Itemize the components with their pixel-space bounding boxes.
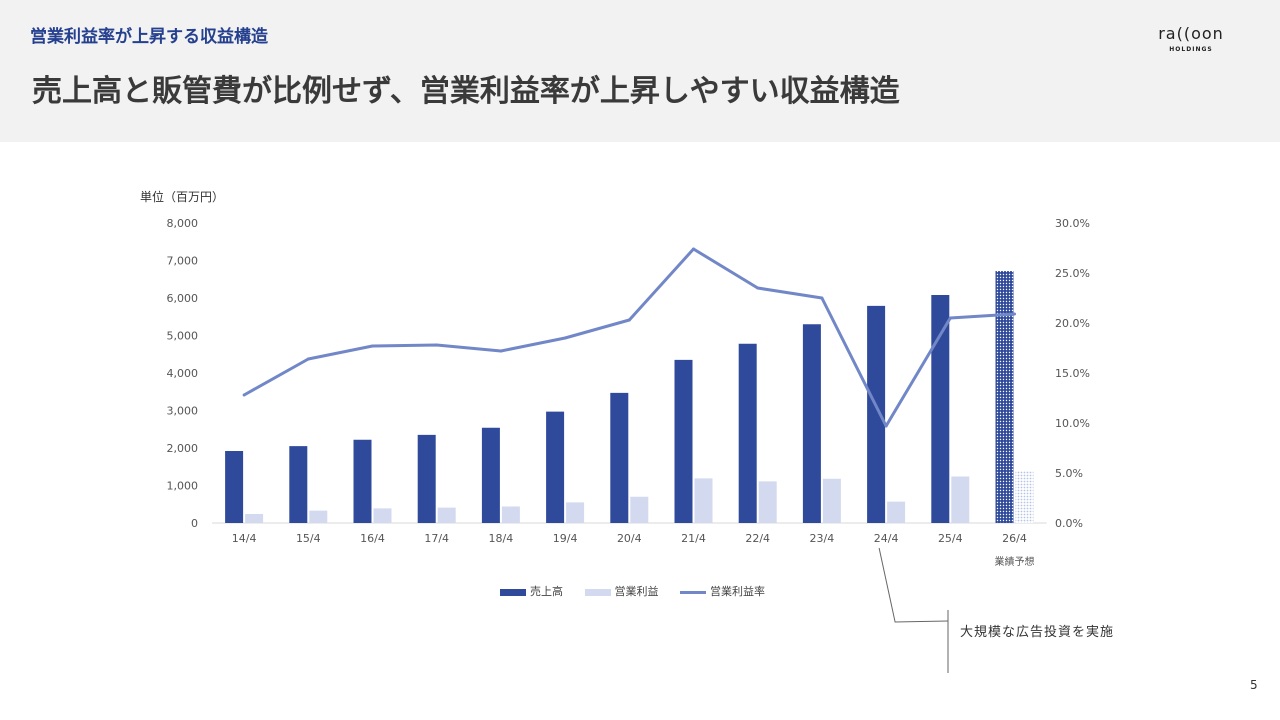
x-tick-label: 21/4 xyxy=(681,532,706,545)
bar-sales-23-4 xyxy=(802,324,821,523)
bar-operating-profit-21-4 xyxy=(694,478,713,523)
bar-operating-profit-26-4 xyxy=(1015,470,1034,523)
bar-sales-24-4 xyxy=(867,305,886,523)
y-right-tick-label: 30.0% xyxy=(1055,217,1090,230)
bar-sales-22-4 xyxy=(738,343,757,523)
x-tick-label: 25/4 xyxy=(938,532,963,545)
bar-sales-17-4 xyxy=(417,434,436,523)
bar-operating-profit-20-4 xyxy=(630,496,649,523)
legend-label-operating-profit: 営業利益 xyxy=(614,585,659,598)
logo-wordmark: ra((oon xyxy=(1158,24,1224,43)
y-right-tick-label: 10.0% xyxy=(1055,417,1090,430)
company-logo: ra((oon HOLDINGS xyxy=(1150,24,1232,58)
x-tick-label: 14/4 xyxy=(232,532,257,545)
bar-operating-profit-19-4 xyxy=(566,502,585,523)
bar-operating-profit-17-4 xyxy=(437,507,456,523)
line-operating-margin xyxy=(243,247,1015,428)
annotation-text: 大規模な広告投資を実施 xyxy=(960,625,1115,640)
point-operating-margin xyxy=(306,357,310,361)
y-left-tick-label: 4,000 xyxy=(167,367,199,380)
bar-sales-20-4 xyxy=(610,392,629,523)
y-left-tick-label: 8,000 xyxy=(167,217,199,230)
legend-item-sales: 売上高 xyxy=(500,583,563,599)
point-operating-margin xyxy=(1013,312,1016,316)
bar-operating-profit-25-4 xyxy=(951,476,970,523)
point-operating-margin xyxy=(948,316,952,320)
y-left-tick-label: 7,000 xyxy=(167,255,199,268)
bar-operating-profit-23-4 xyxy=(822,478,841,523)
legend-item-operating-margin: 営業利益率 xyxy=(680,583,765,599)
page-title: 売上高と販管費が比例せず、営業利益率が上昇しやすい収益構造 xyxy=(32,74,900,109)
y-right-tick-label: 20.0% xyxy=(1055,317,1090,330)
bar-sales-18-4 xyxy=(481,427,500,523)
bar-sales-19-4 xyxy=(546,411,565,523)
bar-sales-21-4 xyxy=(674,359,693,523)
point-operating-margin xyxy=(242,393,246,397)
legend-swatch-sales xyxy=(500,588,526,596)
unit-label: 単位（百万円） xyxy=(140,190,225,204)
bar-operating-profit-16-4 xyxy=(373,508,392,523)
bar-sales-16-4 xyxy=(353,439,372,523)
point-operating-margin xyxy=(435,343,439,347)
point-operating-margin xyxy=(499,349,503,353)
x-tick-label: 15/4 xyxy=(296,532,321,545)
section-title: 営業利益率が上昇する収益構造 xyxy=(30,27,268,47)
y-left-tick-label: 3,000 xyxy=(167,405,199,418)
y-left-tick-label: 0 xyxy=(191,517,198,530)
y-left-tick-label: 2,000 xyxy=(167,442,199,455)
page-number: 5 xyxy=(1250,678,1258,692)
y-left-tick-label: 1,000 xyxy=(167,480,199,493)
bar-sales-25-4 xyxy=(931,295,950,523)
y-left-tick-label: 6,000 xyxy=(167,292,199,305)
x-tick-label: 20/4 xyxy=(617,532,642,545)
point-operating-margin xyxy=(756,286,760,290)
x-tick-label: 23/4 xyxy=(810,532,835,545)
point-operating-margin xyxy=(627,318,631,322)
x-tick-label: 17/4 xyxy=(424,532,449,545)
y-right-tick-label: 5.0% xyxy=(1055,467,1083,480)
header-band xyxy=(0,0,1280,142)
bar-operating-profit-24-4 xyxy=(887,501,906,523)
point-operating-margin xyxy=(692,247,695,251)
bar-sales-15-4 xyxy=(289,446,308,523)
x-tick-label: 26/4 xyxy=(1002,532,1027,545)
logo-subtext: HOLDINGS xyxy=(1169,46,1213,53)
bar-operating-profit-18-4 xyxy=(501,506,520,523)
y-right-tick-label: 0.0% xyxy=(1055,517,1083,530)
legend-item-operating-profit: 営業利益 xyxy=(584,583,659,599)
y-left-tick-label: 5,000 xyxy=(167,330,199,343)
x-tick-label: 18/4 xyxy=(489,532,514,545)
legend-label-operating-margin: 営業利益率 xyxy=(710,585,765,598)
bar-sales-14-4 xyxy=(225,451,244,523)
legend-label-sales: 売上高 xyxy=(530,585,563,598)
legend-swatch-operating-profit xyxy=(584,588,611,596)
bar-operating-profit-14-4 xyxy=(245,514,264,523)
point-operating-margin xyxy=(820,296,824,300)
point-operating-margin xyxy=(884,424,888,428)
point-operating-margin xyxy=(371,344,374,348)
x-tick-label: 24/4 xyxy=(874,532,899,545)
y-right-tick-label: 25.0% xyxy=(1055,267,1090,280)
legend-swatch-operating-margin xyxy=(680,590,706,594)
bar-sales-26-4 xyxy=(995,271,1014,523)
bar-operating-profit-22-4 xyxy=(758,481,777,523)
x-tick-label: 16/4 xyxy=(360,532,385,545)
annotation-leader-line xyxy=(878,547,949,623)
x-tick-label: 19/4 xyxy=(553,532,578,545)
point-operating-margin xyxy=(563,336,567,340)
chart-legend: 売上高 営業利益 営業利益率 xyxy=(500,583,783,599)
bar-operating-profit-15-4 xyxy=(309,510,328,523)
x-tick-label: 22/4 xyxy=(745,532,770,545)
y-right-tick-label: 15.0% xyxy=(1055,367,1090,380)
forecast-label: 業績予想 xyxy=(995,555,1035,568)
